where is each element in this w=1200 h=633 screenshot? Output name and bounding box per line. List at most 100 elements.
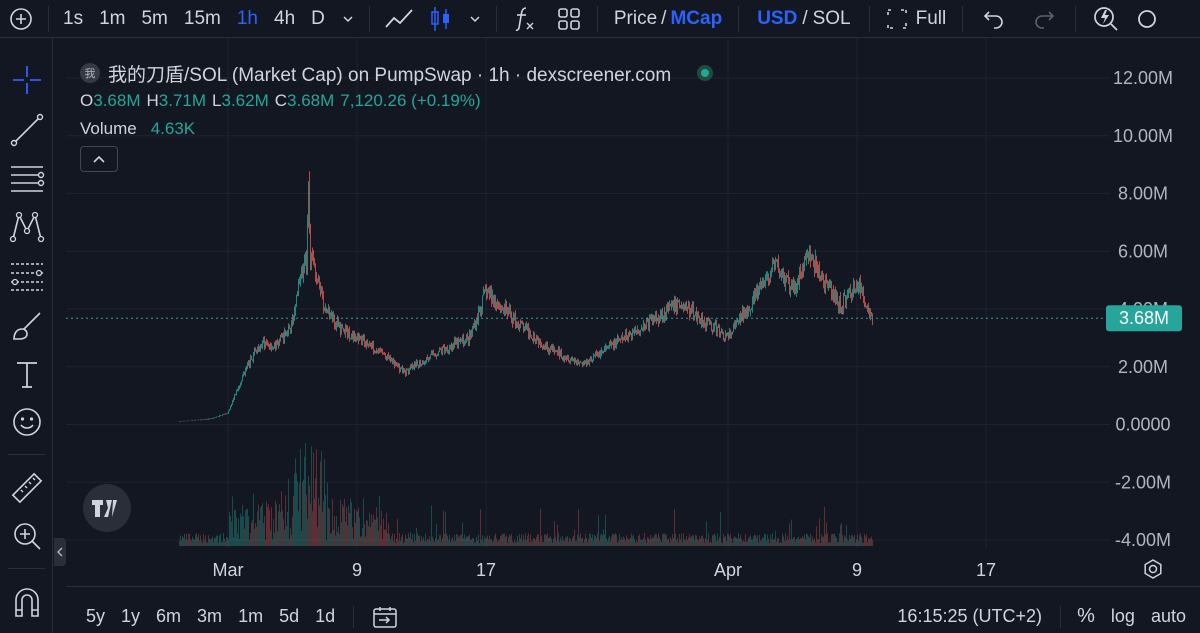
collapse-toolbar-handle[interactable]: [54, 538, 66, 566]
price-tick-label: 8.00M: [1118, 184, 1168, 204]
grid-layout-icon: [558, 7, 580, 30]
crosshair-tool-button[interactable]: [0, 58, 53, 102]
interval-button-15m[interactable]: 15m: [183, 7, 221, 29]
interval-button-1h[interactable]: 1h: [236, 7, 258, 29]
undo-icon: [984, 10, 1004, 29]
chart-legend: 我 我的刀盾/SOL (Market Cap) on PumpSwap · 1h…: [80, 58, 714, 144]
pattern-tool-button[interactable]: [0, 204, 53, 248]
legend-collapse-button[interactable]: [80, 146, 118, 172]
chart-settings-button[interactable]: [1138, 554, 1168, 584]
close-value: 3.68M: [287, 91, 335, 110]
line-chart-icon: [385, 8, 413, 28]
auto-scale-button[interactable]: auto: [1150, 606, 1186, 626]
gear-icon: [1144, 559, 1162, 579]
log-scale-button[interactable]: log: [1110, 606, 1135, 626]
interval-button-4h[interactable]: 4h: [274, 7, 296, 29]
toolbar-separator: [738, 5, 740, 32]
sol-label: SOL: [812, 7, 851, 29]
bottom-toolbar: 5y 1y 6m 3m 1m 5d 1d 16:15:25 (UTC+2) % log au…: [66, 600, 1200, 633]
symbol-title[interactable]: 我的刀盾/SOL (Market Cap) on PumpSwap · 1h ·…: [108, 64, 672, 86]
calendar-goto-icon: [373, 606, 397, 628]
price-tick-label: 12.00M: [1113, 68, 1173, 88]
scale-buttons: % log auto: [1060, 600, 1200, 633]
add-symbol-button[interactable]: [0, 0, 42, 38]
usd-label: USD: [757, 7, 798, 29]
toolbar-separator: [48, 5, 49, 32]
chevron-down-icon: [470, 15, 480, 22]
high-value: 3.71M: [158, 91, 207, 110]
volume-bars: [179, 443, 874, 546]
range-button-5d[interactable]: 5d: [279, 606, 300, 626]
interval-button-1m[interactable]: 1m: [99, 7, 126, 29]
live-status-icon: [697, 65, 714, 81]
time-readout[interactable]: 16:15:25 (UTC+2): [897, 606, 1042, 626]
price-tick-label: 2.00M: [1118, 357, 1168, 377]
slash-separator: /: [661, 7, 667, 29]
current-price-tag: 3.68M: [1106, 305, 1182, 332]
range-button-6m[interactable]: 6m: [156, 606, 182, 626]
percent-scale-button[interactable]: %: [1077, 605, 1095, 627]
gear-icon: [1138, 9, 1157, 28]
redo-icon: [1035, 10, 1055, 29]
time-tick-label: Mar: [213, 560, 244, 580]
mcap-label: MCap: [670, 7, 723, 29]
brush-icon: [12, 312, 41, 340]
function-fx-icon: [515, 6, 534, 31]
drawing-toolbar: [0, 38, 53, 633]
candle-chart-style-button[interactable]: [422, 0, 460, 38]
text-tool-button[interactable]: [0, 352, 53, 396]
time-tick-label: Apr: [714, 560, 742, 580]
goto-date-button[interactable]: [364, 600, 406, 633]
price-tick-label: 10.00M: [1113, 126, 1173, 146]
brush-tool-button[interactable]: [0, 304, 53, 348]
interval-button-d[interactable]: D: [311, 7, 325, 29]
fib-tool-button[interactable]: [0, 254, 53, 298]
price-tick-label: -2.00M: [1115, 472, 1171, 492]
indicators-button[interactable]: [503, 0, 547, 38]
price-tick-label: 0.0000: [1115, 415, 1170, 435]
time-tick-label: 17: [976, 560, 996, 580]
magnet-icon: [14, 588, 39, 617]
chevron-left-icon: [57, 547, 63, 557]
date-range-group: 5y 1y 6m 3m 1m 5d 1d: [78, 600, 343, 633]
range-button-5y[interactable]: 5y: [86, 606, 106, 626]
measure-tool-button[interactable]: [0, 466, 53, 510]
price-axis: 12.00M10.00M8.00M6.00M4.00M2.00M0.0000-2…: [1113, 68, 1173, 550]
interval-button-1s[interactable]: 1s: [63, 7, 84, 29]
zoom-in-icon: [13, 523, 41, 550]
range-button-1y[interactable]: 1y: [121, 606, 141, 626]
interval-group: 1s 1m 5m 15m 1h 4h D: [55, 0, 333, 38]
zoom-in-tool-button[interactable]: [0, 514, 53, 558]
volume-label[interactable]: Volume: [80, 119, 137, 138]
fullscreen-button[interactable]: Full: [876, 0, 957, 38]
trend-line-tool-button[interactable]: [0, 108, 53, 152]
toolbar-separator: [8, 454, 45, 455]
quick-search-button[interactable]: [1082, 0, 1132, 38]
emoji-tool-button[interactable]: [0, 400, 53, 444]
undo-button[interactable]: [969, 0, 1019, 38]
horizontal-lines-tool-button[interactable]: [0, 156, 53, 200]
settings-button[interactable]: [1132, 0, 1162, 38]
layouts-button[interactable]: [547, 0, 591, 38]
toolbar-separator: [353, 605, 355, 628]
line-chart-style-button[interactable]: [376, 0, 422, 38]
range-button-3m[interactable]: 3m: [197, 606, 223, 626]
interval-dropdown-button[interactable]: [333, 0, 363, 38]
currency-toggle[interactable]: USD / SOL: [745, 0, 862, 38]
price-mcap-toggle[interactable]: Price / MCap: [604, 0, 732, 38]
fullscreen-icon: [886, 8, 907, 29]
high-key: H: [146, 91, 159, 110]
redo-button[interactable]: [1019, 0, 1069, 38]
toolbar-separator: [962, 5, 964, 32]
range-button-1d[interactable]: 1d: [315, 606, 336, 626]
interval-button-5m[interactable]: 5m: [141, 7, 168, 29]
chart-style-dropdown-button[interactable]: [460, 0, 490, 38]
magnet-tool-button[interactable]: [0, 580, 53, 624]
price-label: Price: [613, 7, 658, 29]
symbol-badge: 我: [80, 63, 100, 83]
chart-pane[interactable]: 12.00M10.00M8.00M6.00M4.00M2.00M0.0000-2…: [66, 38, 1200, 586]
legend-title-row: 我 我的刀盾/SOL (Market Cap) on PumpSwap · 1h…: [80, 58, 714, 88]
candles: [179, 171, 874, 423]
range-button-1m[interactable]: 1m: [238, 606, 264, 626]
smiley-icon: [12, 408, 41, 436]
